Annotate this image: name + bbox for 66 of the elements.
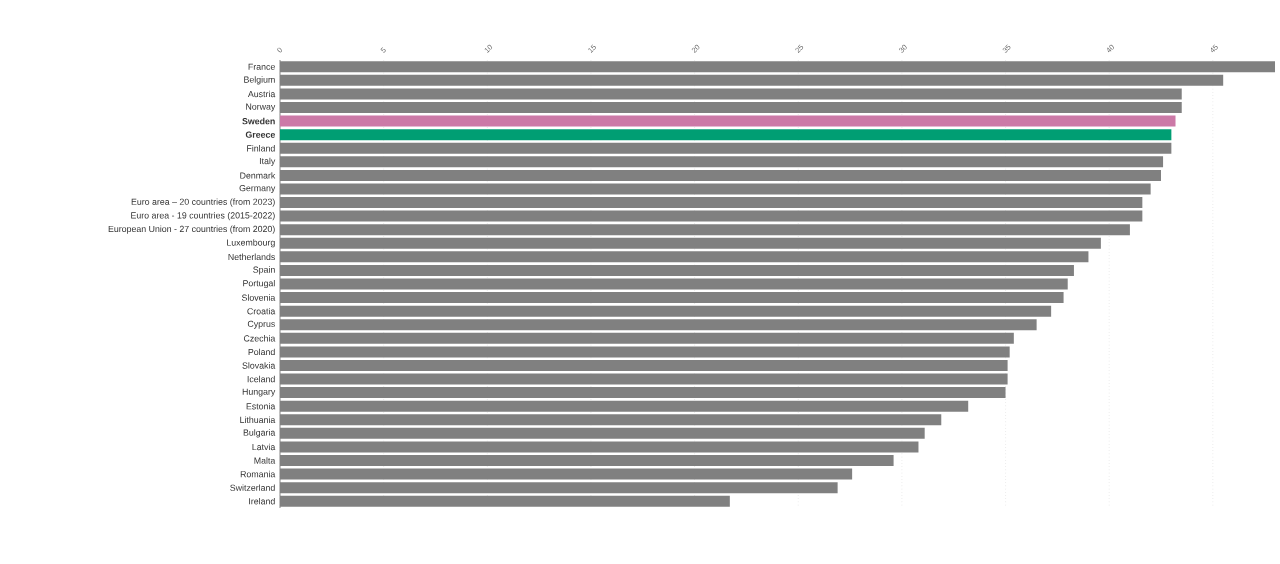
bar bbox=[280, 88, 1182, 100]
y-tick-label: Lithuania bbox=[240, 416, 276, 423]
y-tick-label: Germany bbox=[239, 184, 276, 193]
y-tick-label: Czechia bbox=[243, 335, 276, 342]
y-tick-label: Latvia bbox=[252, 443, 276, 451]
y-tick-label: Sweden bbox=[242, 117, 275, 125]
y-tick-label: Italy bbox=[259, 157, 276, 166]
y-tick-label: Luxembourg bbox=[227, 239, 275, 248]
bar bbox=[280, 251, 1089, 263]
bar bbox=[280, 441, 919, 453]
bar bbox=[280, 319, 1037, 331]
bar bbox=[280, 61, 1276, 73]
bar bbox=[280, 468, 853, 480]
bar bbox=[280, 332, 1014, 344]
bar bbox=[280, 387, 1006, 399]
y-tick-label: Slovakia bbox=[242, 362, 276, 369]
y-tick-label: Finland bbox=[247, 145, 275, 152]
y-tick-label: Norway bbox=[246, 103, 276, 112]
y-tick-label: Poland bbox=[248, 348, 275, 356]
y-tick-label: Cyprus bbox=[247, 320, 275, 329]
bar bbox=[280, 237, 1101, 249]
y-tick-label: Netherlands bbox=[228, 253, 275, 261]
bar bbox=[280, 102, 1182, 114]
y-tick-label: Romania bbox=[240, 470, 276, 478]
bar bbox=[280, 169, 1162, 181]
bar bbox=[280, 74, 1224, 86]
y-tick-label: Estonia bbox=[246, 402, 276, 410]
bar bbox=[280, 264, 1074, 276]
bar bbox=[280, 210, 1143, 222]
y-tick-label: Spain bbox=[253, 266, 275, 275]
y-tick-label: Euro area - 19 countries (2015-2022) bbox=[131, 212, 275, 221]
bar bbox=[280, 183, 1151, 195]
bar bbox=[280, 454, 894, 466]
bar bbox=[280, 427, 925, 439]
y-tick-label: Austria bbox=[247, 90, 276, 98]
bar bbox=[280, 224, 1130, 236]
bar bbox=[280, 156, 1164, 168]
y-tick-label: Slovenia bbox=[241, 294, 276, 301]
bar bbox=[280, 115, 1176, 127]
bar bbox=[280, 129, 1172, 141]
bar bbox=[280, 292, 1064, 304]
y-tick-label: Greece bbox=[245, 131, 275, 138]
y-tick-label: Switzerland bbox=[230, 484, 275, 491]
bar bbox=[280, 142, 1172, 154]
y-tick-label: Croatia bbox=[247, 307, 276, 315]
y-tick-label: Malta bbox=[254, 457, 276, 464]
y-tick-label: Bulgaria bbox=[243, 429, 276, 438]
bar bbox=[280, 278, 1068, 290]
bar bbox=[280, 305, 1052, 317]
y-tick-label: France bbox=[248, 63, 275, 70]
y-tick-label: Iceland bbox=[247, 375, 275, 383]
bar bbox=[280, 400, 969, 412]
y-tick-label: Euro area – 20 countries (from 2023) bbox=[131, 198, 275, 207]
y-tick-label: Hungary bbox=[242, 388, 276, 397]
y-tick-label: Portugal bbox=[243, 279, 275, 289]
y-tick-label: Belgium bbox=[244, 76, 275, 85]
bar bbox=[280, 373, 1008, 385]
bar bbox=[280, 495, 730, 507]
bar bbox=[280, 482, 838, 494]
bar bbox=[280, 197, 1143, 209]
bar bbox=[280, 346, 1010, 358]
y-tick-label: European Union - 27 countries (from 2020) bbox=[108, 225, 275, 234]
bar bbox=[280, 359, 1008, 371]
y-tick-label: Ireland bbox=[249, 497, 275, 505]
bar bbox=[280, 414, 942, 426]
y-tick-label: Denmark bbox=[240, 172, 276, 179]
